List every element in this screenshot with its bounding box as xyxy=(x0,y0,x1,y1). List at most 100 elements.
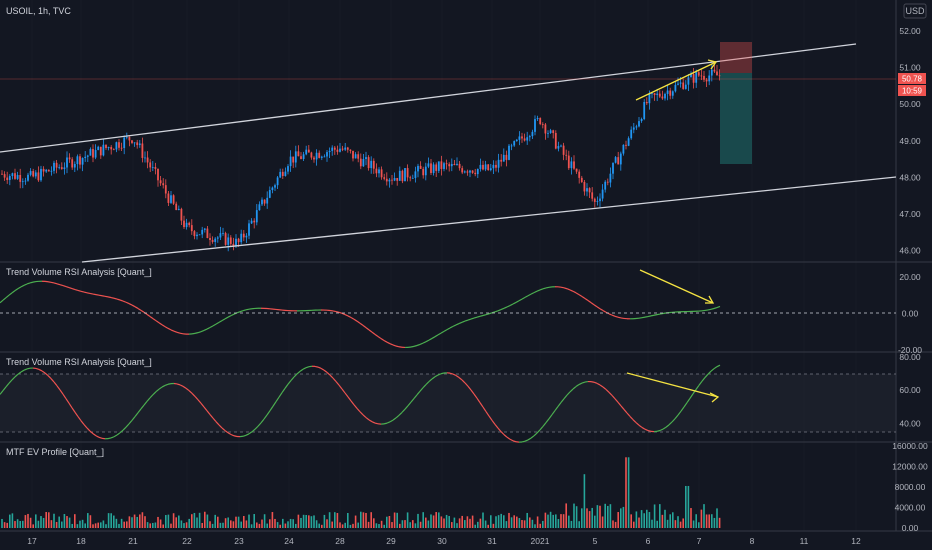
stop-loss-zone[interactable] xyxy=(720,42,752,73)
osc2-segment xyxy=(560,398,565,403)
volume-bar xyxy=(627,457,630,528)
volume-bar xyxy=(204,511,206,528)
volume-bar xyxy=(102,520,105,528)
osc2-segment xyxy=(329,374,334,379)
candle-body xyxy=(42,168,45,172)
volume-tick: 12000.00 xyxy=(892,462,928,472)
volume-bar xyxy=(583,474,586,528)
volume-bar xyxy=(136,516,138,528)
candle-body xyxy=(118,142,120,148)
volume-bar xyxy=(302,514,305,528)
trend-arrow-head xyxy=(707,59,718,70)
volume-bars xyxy=(1,457,721,528)
volume-bar xyxy=(237,516,240,528)
volume-bar xyxy=(573,503,575,528)
candle-body xyxy=(11,173,14,177)
osc1-segment xyxy=(101,295,106,297)
volume-bar xyxy=(27,513,29,528)
candle-body xyxy=(300,156,302,159)
osc2-arrow[interactable] xyxy=(626,372,719,398)
volume-bar xyxy=(110,513,112,528)
osc2-arrow-head xyxy=(709,392,720,403)
osc1-arrow[interactable] xyxy=(639,269,714,304)
volume-bar xyxy=(84,523,86,528)
volume-bar xyxy=(440,516,443,528)
osc2-segment xyxy=(629,416,634,421)
candle-body xyxy=(554,133,557,149)
candle-body xyxy=(588,188,591,193)
osc2-segment xyxy=(23,368,28,371)
osc1-segment xyxy=(563,287,568,290)
volume-bar xyxy=(295,523,297,528)
osc2-band xyxy=(0,374,896,432)
osc1-segment xyxy=(449,325,454,329)
candle-body xyxy=(713,69,716,72)
candle-body xyxy=(513,141,516,146)
time-tick: 11 xyxy=(800,536,809,546)
osc2-segment xyxy=(626,412,631,417)
osc2-segment xyxy=(614,398,619,403)
osc1-segment xyxy=(620,317,625,320)
candle-body xyxy=(365,157,367,160)
osc1-segment xyxy=(68,287,73,290)
volume-bar xyxy=(66,516,68,528)
take-profit-zone[interactable] xyxy=(720,73,752,164)
volume-bar xyxy=(718,517,721,528)
candle-body xyxy=(487,164,490,171)
candle-body xyxy=(388,179,391,182)
osc2-axis[interactable]: 80.00 60.00 40.00 xyxy=(899,352,921,428)
candle-body xyxy=(427,163,430,167)
price-axis[interactable]: 52.00 51.00 50.00 49.00 48.00 47.00 46.00 xyxy=(899,26,921,256)
osc2-segment xyxy=(5,382,10,388)
osc1-segment xyxy=(59,284,64,287)
candle-body xyxy=(409,177,412,179)
candle-body xyxy=(336,149,339,152)
candle-body xyxy=(276,177,279,186)
candle-body xyxy=(578,171,581,178)
osc2-segment xyxy=(500,431,505,436)
osc2-segment xyxy=(227,432,232,436)
volume-bar xyxy=(690,508,692,528)
volume-bar xyxy=(708,514,710,528)
currency-button[interactable] xyxy=(903,3,927,19)
candle-body xyxy=(536,118,539,120)
osc2-segment xyxy=(590,381,595,383)
osc2-segment xyxy=(95,435,100,438)
osc1-tick: 0.00 xyxy=(902,309,919,319)
time-axis[interactable]: 17 18 21 22 23 24 28 29 30 31 2021 5 6 7 8 11 12 xyxy=(27,536,861,546)
osc2-segment xyxy=(218,424,223,429)
candle-body xyxy=(297,151,300,157)
osc2-segment xyxy=(56,385,61,391)
candle-body xyxy=(640,119,643,122)
volume-bar xyxy=(261,519,263,528)
volume-bar xyxy=(87,513,89,528)
osc1-segment xyxy=(386,341,391,345)
osc2-segment xyxy=(389,419,394,423)
volume-bar xyxy=(344,522,346,528)
volume-bar xyxy=(48,512,50,528)
candle-body xyxy=(19,175,22,182)
candle-body xyxy=(107,147,110,149)
osc1-axis[interactable]: 20.00 0.00 -20.00 xyxy=(898,272,922,355)
osc1-title: Trend Volume RSI Analysis [Quant_] xyxy=(6,267,152,277)
trend-arrow[interactable] xyxy=(635,61,717,101)
candle-body xyxy=(320,156,323,158)
osc2-segment xyxy=(452,373,457,377)
volume-bar xyxy=(74,514,76,528)
candle-body xyxy=(302,154,305,159)
candle-body xyxy=(531,131,534,137)
volume-bar xyxy=(375,523,378,528)
candle-body xyxy=(193,231,196,237)
candle-body xyxy=(14,173,16,179)
volume-bar xyxy=(570,520,573,528)
osc1-segment xyxy=(56,283,61,286)
osc1-segment xyxy=(209,325,214,329)
channel-lower-line[interactable] xyxy=(81,176,897,263)
volume-axis[interactable]: 16000.00 12000.00 8000.00 4000.00 0.00 xyxy=(892,441,928,533)
osc1-segment xyxy=(560,286,565,289)
osc2-segment xyxy=(272,401,277,407)
osc1-segment xyxy=(527,293,532,297)
osc2-segment xyxy=(74,411,79,417)
